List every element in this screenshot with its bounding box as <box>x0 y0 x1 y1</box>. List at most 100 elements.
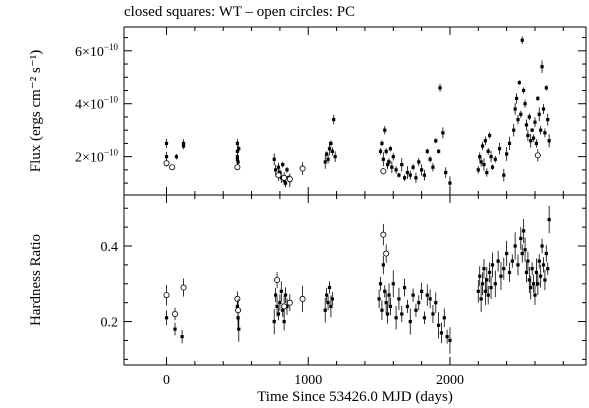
data-point-wt <box>381 263 385 267</box>
data-point-wt <box>486 149 490 153</box>
chart-title: closed squares: WT – open circles: PC <box>124 4 355 20</box>
data-point-wt <box>235 304 239 309</box>
data-point-wt <box>543 131 547 135</box>
data-point-wt <box>411 165 415 169</box>
data-point-wt <box>235 157 239 161</box>
data-point-wt <box>505 251 509 256</box>
data-point-wt <box>505 152 509 156</box>
x-tick-label: 1000 <box>294 373 322 388</box>
data-point-wt <box>275 304 279 309</box>
data-point-pc <box>299 165 306 172</box>
data-point-wt <box>377 297 381 301</box>
data-point-wt <box>164 316 169 320</box>
data-point-wt <box>330 149 334 153</box>
data-point-wt <box>513 107 517 111</box>
data-point-pc <box>299 295 306 302</box>
data-point-wt <box>381 157 385 161</box>
data-point-wt <box>523 102 527 106</box>
data-point-wt <box>483 139 487 143</box>
data-point-wt <box>510 259 514 263</box>
data-point-wt <box>485 170 489 175</box>
data-point-wt <box>448 181 452 185</box>
data-point-wt <box>482 162 486 167</box>
data-point-pc <box>234 164 241 171</box>
data-point-wt <box>522 88 526 93</box>
data-point-wt <box>323 308 327 312</box>
data-point-wt <box>534 270 538 275</box>
x-axis-label: Time Since 53426.0 MJD (days) <box>257 389 453 405</box>
data-point-wt <box>282 319 286 324</box>
data-point-wt <box>482 267 486 271</box>
data-point-wt <box>493 157 497 161</box>
flux-y-axis-label: Flux (ergs cm⁻² s⁻¹) <box>28 50 44 172</box>
data-point-wt <box>526 259 530 263</box>
data-point-wt <box>236 160 240 164</box>
data-point-pc <box>180 284 187 291</box>
data-point-wt <box>437 149 441 153</box>
data-point-wt <box>383 289 387 293</box>
data-point-pc <box>380 168 387 175</box>
data-point-wt <box>394 168 398 172</box>
data-point-wt <box>540 65 544 69</box>
data-point-wt <box>478 274 482 278</box>
data-point-wt <box>422 173 427 177</box>
data-point-pc <box>286 299 293 306</box>
data-point-wt <box>380 308 384 312</box>
hardness-panel-frame <box>123 194 587 366</box>
data-point-wt <box>519 236 523 241</box>
data-point-wt <box>378 282 383 286</box>
data-point-wt <box>327 147 332 151</box>
data-point-wt <box>490 263 495 267</box>
data-point-wt <box>333 155 337 159</box>
data-point-wt <box>445 335 449 339</box>
data-point-wt <box>237 147 241 151</box>
data-point-wt <box>417 160 421 164</box>
data-point-wt <box>529 285 533 290</box>
data-point-wt <box>397 297 401 301</box>
data-point-wt <box>272 157 276 161</box>
data-point-wt <box>543 278 547 282</box>
axes: 0 1000 2000 2×10−10 4×10−10 6×10−10 0.2 0.4 <box>75 27 586 388</box>
data-point-wt <box>513 244 517 248</box>
data-point-wt <box>520 38 524 42</box>
data-point-wt <box>431 165 435 169</box>
flux-panel-frame <box>123 26 587 196</box>
data-point-wt <box>547 139 551 143</box>
data-point-wt <box>388 147 393 151</box>
data-point-wt <box>422 316 427 320</box>
data-point-wt <box>537 112 541 116</box>
y-tick-label: 6×10−10 <box>75 42 118 60</box>
data-point-wt <box>539 274 543 278</box>
data-point-wt <box>384 149 388 153</box>
data-point-pc <box>235 307 242 314</box>
data-point-wt <box>272 319 276 324</box>
data-point-pc <box>383 250 390 257</box>
data-point-wt <box>539 128 543 132</box>
data-point-wt <box>276 312 281 316</box>
data-point-wt <box>526 133 530 138</box>
data-point-wt <box>536 96 540 101</box>
data-point-wt <box>480 144 485 148</box>
data-point-wt <box>323 160 327 164</box>
data-point-wt <box>546 267 550 271</box>
data-point-wt <box>425 149 429 153</box>
data-point-wt <box>507 270 512 275</box>
data-point-wt <box>276 165 281 169</box>
data-point-wt <box>387 160 391 164</box>
data-point-wt <box>383 128 387 132</box>
data-point-wt <box>544 86 548 90</box>
hardness-y-axis-label: Hardness Ratio <box>28 234 44 326</box>
data-point-pc <box>281 303 288 310</box>
data-point-wt <box>397 173 401 177</box>
data-point-wt <box>441 131 445 135</box>
data-point-wt <box>534 141 538 146</box>
data-point-wt <box>434 139 438 143</box>
data-point-wt <box>279 289 283 293</box>
data-point-wt <box>448 338 452 343</box>
data-point-wt <box>378 149 383 153</box>
data-point-pc <box>172 310 179 317</box>
y-tick-label: 0.4 <box>101 240 119 255</box>
data-point-wt <box>476 168 480 172</box>
data-point-wt <box>173 327 177 331</box>
